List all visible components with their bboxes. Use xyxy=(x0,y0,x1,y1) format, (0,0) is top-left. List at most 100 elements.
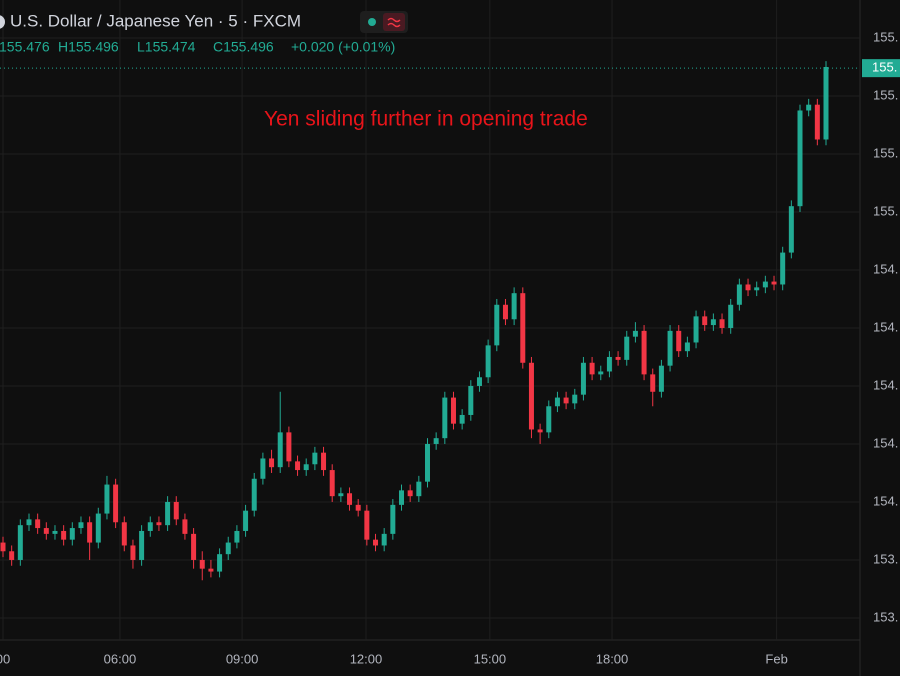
data-badge-icon xyxy=(387,17,401,28)
candles xyxy=(0,61,860,581)
candle-body xyxy=(95,513,101,543)
candle-body xyxy=(728,304,734,328)
candle-body xyxy=(390,504,396,534)
candle-body xyxy=(78,522,84,529)
labels: 155. 155. 155. 155. 154. 154. 154. 154. 154. 153.… xyxy=(0,29,900,666)
candle-body xyxy=(225,542,231,555)
candle-body xyxy=(0,542,6,552)
candle-body xyxy=(260,458,266,479)
candle-body xyxy=(528,362,534,430)
y-tick-label: 153. xyxy=(873,609,898,624)
candle-body xyxy=(269,458,275,468)
candle-body xyxy=(702,316,708,326)
candle-body xyxy=(450,397,456,424)
x-tick-label: 12:00 xyxy=(350,651,383,666)
symbol-icon xyxy=(0,15,5,29)
y-tick-label: 155. xyxy=(873,203,898,218)
candle-body xyxy=(563,397,569,404)
candle-body xyxy=(667,330,673,366)
x-tick-label: 18:00 xyxy=(596,651,629,666)
candle-body xyxy=(641,330,647,375)
candle-body xyxy=(52,530,58,534)
y-tick-label: 154. xyxy=(873,377,898,392)
candle-body xyxy=(381,533,387,546)
candle-body xyxy=(606,356,612,372)
y-tick-label: 154. xyxy=(873,319,898,334)
candle-body xyxy=(35,519,41,529)
candle-body xyxy=(736,284,742,305)
candle-body xyxy=(139,530,145,560)
candle-body xyxy=(589,362,595,375)
candle-body xyxy=(156,522,162,526)
candle-body xyxy=(546,406,552,433)
candle-body xyxy=(693,316,699,343)
candle-body xyxy=(243,510,249,531)
candle-body xyxy=(442,397,448,439)
candle-body xyxy=(277,432,283,468)
candle-body xyxy=(104,484,110,514)
candle-body xyxy=(329,470,335,497)
x-tick-label: 00 xyxy=(0,651,10,666)
candle-body xyxy=(814,104,820,140)
candle-body xyxy=(650,374,656,392)
candle-body xyxy=(797,110,803,207)
candle-body xyxy=(208,568,214,572)
candle-body xyxy=(355,504,361,511)
candle-body xyxy=(416,481,422,497)
candle-body xyxy=(468,385,474,415)
y-tick-label: 154. xyxy=(873,435,898,450)
candle-body xyxy=(511,293,517,320)
candle-body xyxy=(572,394,578,404)
candle-body xyxy=(788,206,794,253)
candle-body xyxy=(87,522,93,543)
candle-body xyxy=(485,345,491,378)
candle-body xyxy=(433,438,439,444)
annotation: Yen sliding further in opening trade xyxy=(264,108,588,131)
candle-body xyxy=(217,554,223,572)
candle-body xyxy=(399,490,405,505)
candle-body xyxy=(295,461,301,471)
candle-body xyxy=(43,528,49,534)
candle-body xyxy=(191,533,197,560)
candle-body xyxy=(520,293,526,363)
market-open-dot xyxy=(368,18,376,26)
candle-body xyxy=(598,371,604,375)
candle-body xyxy=(113,484,119,523)
candle-body xyxy=(9,551,15,560)
candle-body xyxy=(130,545,136,560)
y-tick-label: 154. xyxy=(873,261,898,276)
candle-body xyxy=(771,281,777,285)
candle-body xyxy=(182,519,188,534)
candle-body xyxy=(321,452,327,471)
candle-body xyxy=(165,501,171,526)
candle-body xyxy=(710,319,716,326)
candle-body xyxy=(459,414,465,424)
candle-body xyxy=(26,519,32,526)
candle-body xyxy=(424,443,430,482)
candle-body xyxy=(17,525,23,560)
candle-body xyxy=(632,330,638,337)
candle-body xyxy=(754,287,760,291)
candle-body xyxy=(615,356,621,360)
candle-body xyxy=(719,319,725,328)
y-tick-label: 155. xyxy=(873,87,898,102)
x-tick-label: 09:00 xyxy=(226,651,259,666)
candle-body xyxy=(303,464,309,471)
candle-body xyxy=(173,501,179,520)
candle-body xyxy=(684,342,690,352)
candle-body xyxy=(537,429,543,433)
last-price-box xyxy=(862,59,900,78)
candle-body xyxy=(364,510,370,540)
candle-body xyxy=(780,252,786,285)
ohlc-high: H155.496 xyxy=(58,39,119,55)
ohlc-change: +0.020 (+0.01%) xyxy=(291,39,395,55)
candle-body xyxy=(762,281,768,288)
candle-body xyxy=(61,530,67,540)
candle-body xyxy=(234,530,240,543)
y-tick-label: 154. xyxy=(873,493,898,508)
y-tick-label: 153. xyxy=(873,551,898,566)
x-tick-label: 15:00 xyxy=(474,651,507,666)
